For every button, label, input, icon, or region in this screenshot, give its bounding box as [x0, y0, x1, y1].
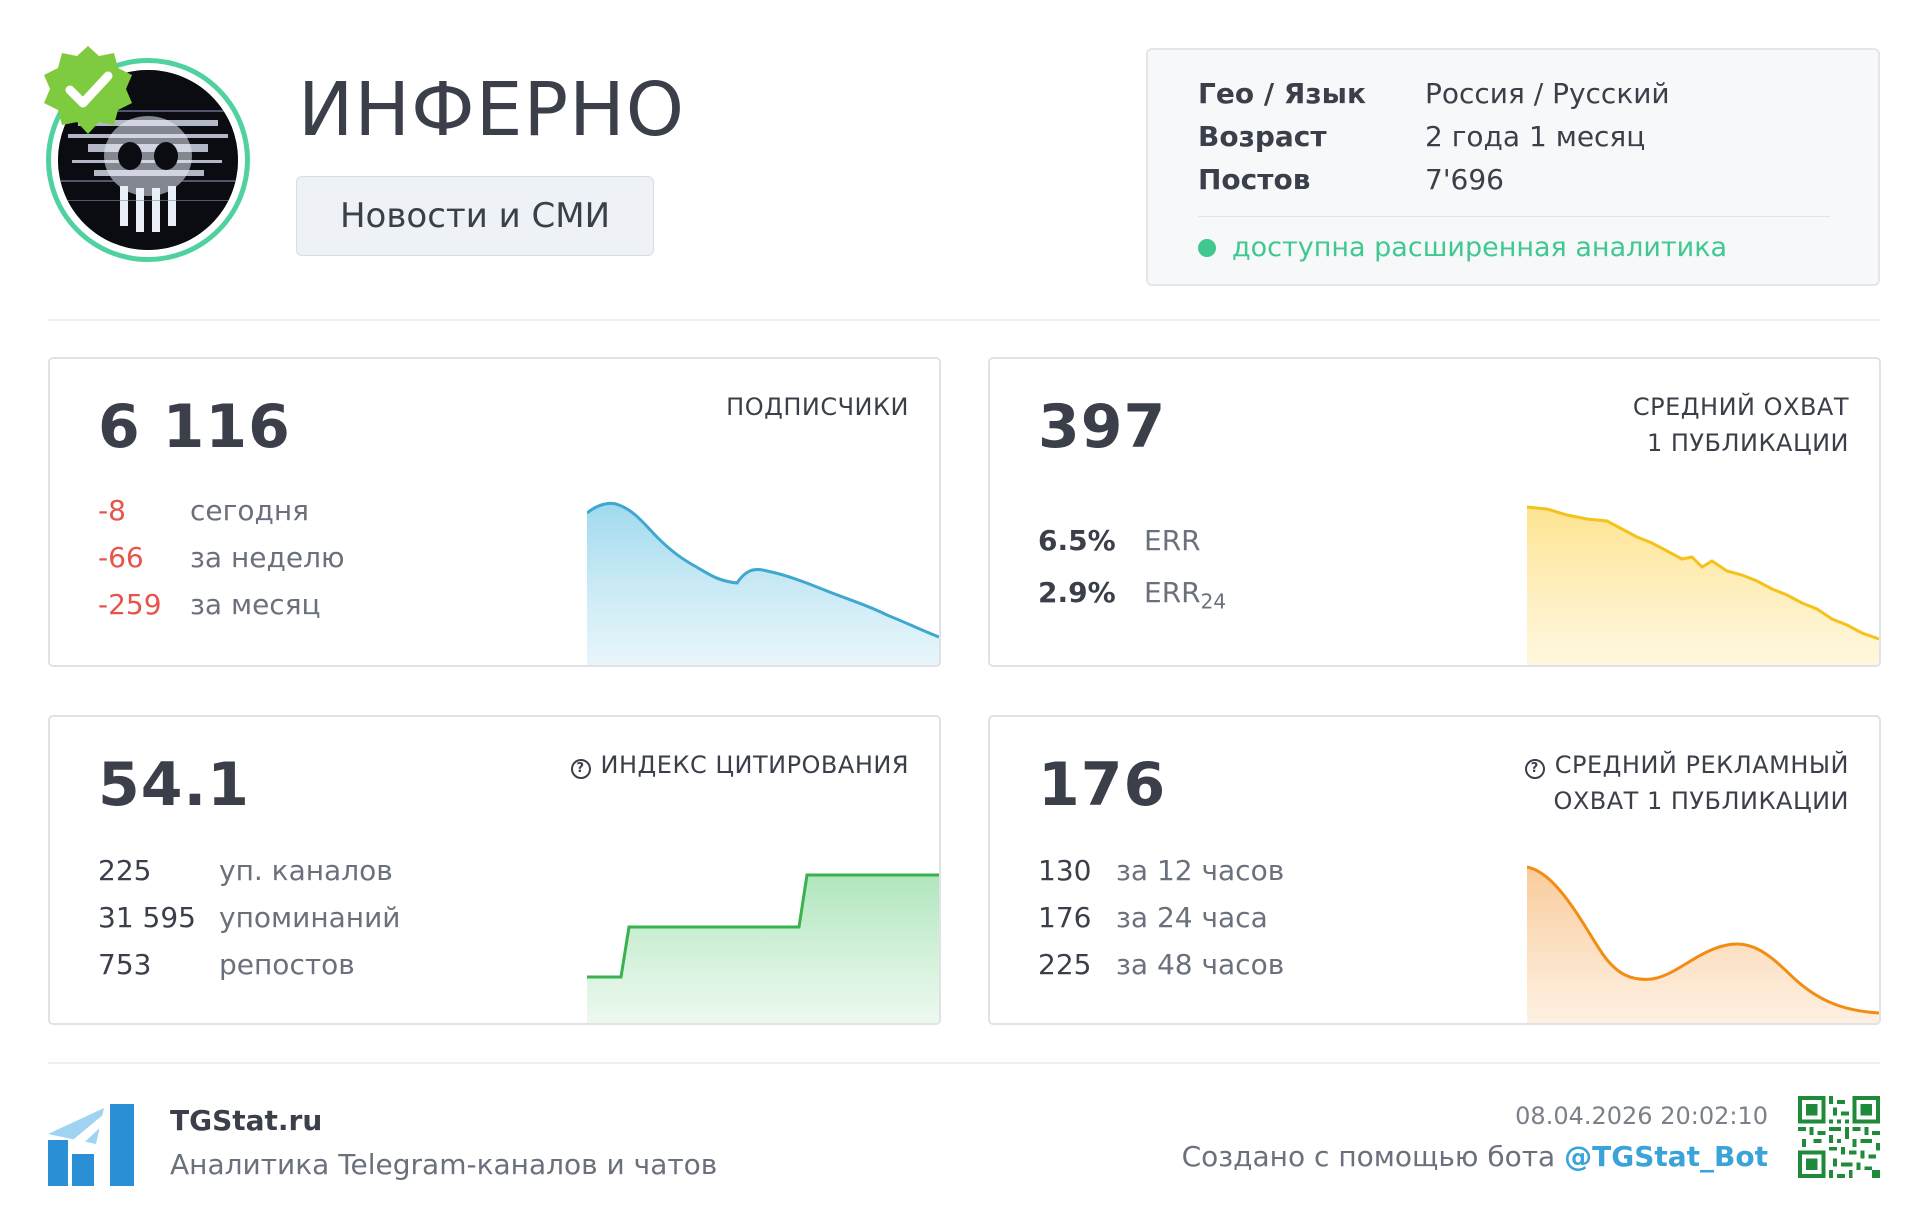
subscribers-card[interactable]: 6 116 ПОДПИСЧИКИ -8 сегодня -66 за неделю … [48, 357, 941, 667]
card-label-line: СРЕДНИЙ РЕКЛАМНЫЙ [1554, 751, 1849, 779]
channel-avatar [44, 46, 250, 262]
ad-reach-stats: 130 за 12 часов 176 за 24 часа 225 за 48 ча… [1038, 847, 1284, 988]
analytics-status[interactable]: доступна расширенная аналитика [1198, 232, 1727, 263]
err24-value: 2.9% [1038, 576, 1116, 609]
subscribers-sparkline [587, 501, 939, 665]
help-circle-icon[interactable]: ? [1524, 759, 1545, 779]
stat-row: -8 сегодня [98, 487, 345, 534]
reach-sparkline [1527, 505, 1879, 665]
stat-label: за месяц [190, 588, 321, 621]
err24-label: ERR [1144, 576, 1201, 609]
err24-row: 2.9% ERR24 [1038, 567, 1226, 619]
stat-row: 225 за 48 часов [1038, 941, 1284, 988]
err24-subscript: 24 [1200, 589, 1227, 614]
stat-row: 31 595 упоминаний [98, 894, 401, 941]
card-label: СРЕДНИЙ ОХВАТ 1 ПУБЛИКАЦИИ [1633, 389, 1849, 461]
citation-sparkline [587, 873, 939, 1023]
info-key: Постов [1198, 163, 1311, 196]
ad-reach-value: 176 [1038, 750, 1167, 820]
stat-label: упоминаний [219, 901, 401, 934]
sparkline-area [587, 875, 939, 1023]
channel-info-panel: Гео / Язык Россия / Русский Возраст 2 года… [1146, 48, 1880, 286]
stat-value: 753 [98, 948, 152, 981]
sparkline-area [1527, 507, 1879, 665]
stat-row: -259 за месяц [98, 581, 345, 628]
category-badge[interactable]: Новости и СМИ [296, 176, 654, 256]
reach-value: 397 [1038, 392, 1167, 462]
created-by: Создано с помощью бота @TGStat_Bot [1182, 1140, 1768, 1173]
stat-value: 31 595 [98, 901, 196, 934]
stat-value: 176 [1038, 901, 1092, 934]
stat-value: 130 [1038, 854, 1092, 887]
stat-label: сегодня [190, 494, 309, 527]
divider [48, 1062, 1880, 1064]
subscribers-count: 6 116 [98, 392, 291, 462]
info-value: 7'696 [1425, 163, 1504, 196]
info-row-age: Возраст 2 года 1 месяц [1198, 117, 1645, 157]
sparkline-line [587, 501, 939, 639]
info-key: Возраст [1198, 120, 1327, 153]
qr-code-icon[interactable] [1798, 1096, 1880, 1178]
ad-reach-card[interactable]: 176 ? СРЕДНИЙ РЕКЛАМНЫЙ ОХВАТ 1 ПУБЛИКАЦИ… [988, 715, 1881, 1025]
stat-row: 176 за 24 часа [1038, 894, 1284, 941]
brand-tagline: Аналитика Telegram-каналов и чатов [170, 1148, 718, 1181]
stat-row: 130 за 12 часов [1038, 847, 1284, 894]
divider [48, 319, 1880, 321]
card-label: ПОДПИСЧИКИ [726, 393, 909, 421]
card-label: ? СРЕДНИЙ РЕКЛАМНЫЙ ОХВАТ 1 ПУБЛИКАЦИИ [1524, 747, 1849, 819]
sparkline-line [587, 873, 939, 979]
card-label-line: ОХВАТ 1 ПУБЛИКАЦИИ [1553, 787, 1849, 815]
divider [1198, 216, 1830, 217]
reach-card[interactable]: 397 СРЕДНИЙ ОХВАТ 1 ПУБЛИКАЦИИ 6.5% ERR 2… [988, 357, 1881, 667]
card-label-line: 1 ПУБЛИКАЦИИ [1646, 429, 1849, 457]
citation-stats: 225 уп. каналов 31 595 упоминаний 753 репос… [98, 847, 401, 988]
err-row: 6.5% ERR [1038, 515, 1226, 567]
ad-reach-sparkline [1527, 865, 1879, 1023]
sparkline-area [587, 503, 939, 665]
citation-card[interactable]: 54.1 ? ИНДЕКС ЦИТИРОВАНИЯ 225 уп. каналов … [48, 715, 941, 1025]
card-label-line: СРЕДНИЙ ОХВАТ [1632, 393, 1849, 421]
stat-value: -259 [98, 588, 162, 621]
stat-value: 225 [98, 854, 152, 887]
sparkline-line [1527, 505, 1879, 641]
analytics-status-text: доступна расширенная аналитика [1232, 232, 1728, 263]
status-dot-icon [1198, 238, 1216, 257]
stat-label: за неделю [190, 541, 345, 574]
stat-row: -66 за неделю [98, 534, 345, 581]
sparkline-line [1527, 865, 1879, 1015]
stat-value: 225 [1038, 948, 1092, 981]
card-label: ? ИНДЕКС ЦИТИРОВАНИЯ [570, 747, 909, 783]
info-row-geo: Гео / Язык Россия / Русский [1198, 74, 1670, 114]
info-value: Россия / Русский [1425, 77, 1670, 110]
stat-label: репостов [219, 948, 355, 981]
generated-timestamp: 08.04.2026 20:02:10 [1515, 1102, 1768, 1130]
subscribers-stats: -8 сегодня -66 за неделю -259 за месяц [98, 487, 345, 628]
stat-row: 753 репостов [98, 941, 401, 988]
card-label-text: ИНДЕКС ЦИТИРОВАНИЯ [600, 751, 909, 779]
tgstat-logo-icon[interactable] [48, 1104, 134, 1186]
stat-row: 225 уп. каналов [98, 847, 401, 894]
info-key: Гео / Язык [1198, 77, 1366, 110]
verified-badge-icon [38, 42, 138, 142]
channel-title: ИНФЕРНО [298, 67, 685, 153]
info-value: 2 года 1 месяц [1425, 120, 1646, 153]
brand-name[interactable]: TGStat.ru [170, 1104, 323, 1137]
bot-link[interactable]: @TGStat_Bot [1564, 1140, 1768, 1173]
info-row-posts: Постов 7'696 [1198, 160, 1504, 200]
reach-stats: 6.5% ERR 2.9% ERR24 [1038, 515, 1226, 619]
err-value: 6.5% [1038, 524, 1116, 557]
stat-label: уп. каналов [219, 854, 393, 887]
stat-label: за 48 часов [1116, 948, 1285, 981]
stat-value: -8 [98, 494, 126, 527]
sparkline-area [1527, 867, 1879, 1023]
stat-label: за 12 часов [1116, 854, 1285, 887]
stat-label: за 24 часа [1116, 901, 1268, 934]
err-label: ERR [1144, 524, 1201, 557]
created-by-prefix: Создано с помощью бота [1181, 1140, 1565, 1173]
help-circle-icon[interactable]: ? [570, 759, 591, 779]
stat-value: -66 [98, 541, 144, 574]
citation-index-value: 54.1 [98, 750, 251, 820]
